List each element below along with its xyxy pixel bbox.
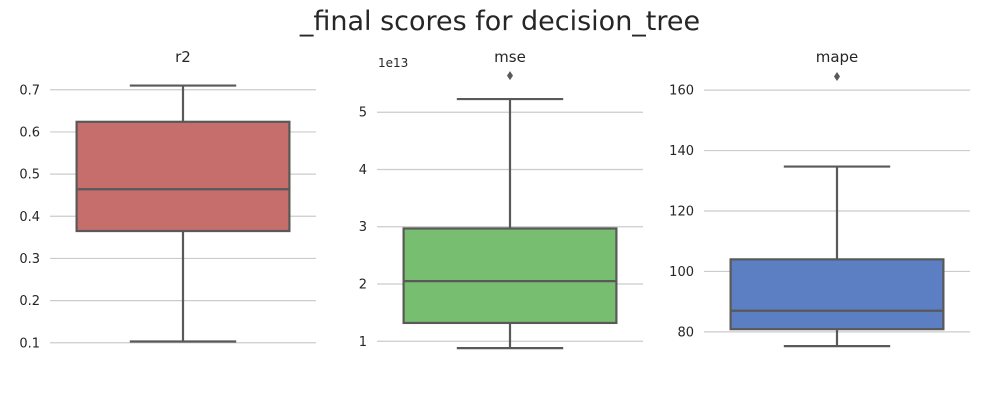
y-tick-label-r2-0: 0.1 [19, 336, 40, 351]
outlier-mape-0 [834, 72, 840, 82]
figure-title: _final scores for decision_tree [299, 6, 700, 37]
y-tick-label-mse-0: 1 [359, 335, 367, 350]
box-mse [402, 227, 618, 325]
panel-title-r2: r2 [175, 48, 191, 66]
y-tick-label-r2-1: 0.2 [19, 294, 40, 309]
panel-title-mse: mse [494, 48, 526, 66]
y-tick-label-mse-1: 2 [359, 278, 367, 293]
axis-offset-label-mse: 1e13 [378, 56, 408, 70]
y-tick-label-r2-3: 0.4 [19, 210, 40, 225]
y-tick-label-mape-1: 100 [669, 265, 694, 280]
y-tick-label-mape-2: 120 [669, 205, 694, 220]
y-tick-label-r2-4: 0.5 [19, 168, 40, 183]
box-mape [729, 258, 945, 331]
outlier-mse-0 [507, 71, 513, 81]
y-tick-label-r2-5: 0.6 [19, 125, 40, 140]
y-tick-label-r2-6: 0.7 [19, 83, 40, 98]
box-r2 [75, 120, 291, 233]
panel-mape: mape 80 100 120 140 160 [669, 48, 970, 348]
y-tick-label-mape-0: 80 [677, 325, 694, 340]
y-tick-label-mse-3: 4 [359, 163, 367, 178]
panel-title-mape: mape [816, 48, 859, 66]
y-tick-label-r2-2: 0.3 [19, 252, 40, 267]
y-tick-label-mse-4: 5 [359, 106, 367, 121]
panel-r2: r2 0.1 0.2 0.3 0.4 0.5 0.6 0.7 [19, 48, 316, 351]
y-tick-label-mape-3: 140 [669, 144, 694, 159]
y-tick-label-mape-4: 160 [669, 84, 694, 99]
y-tick-label-mse-2: 3 [359, 220, 367, 235]
panel-mse: mse 1e13 1 2 3 4 5 [359, 48, 643, 350]
